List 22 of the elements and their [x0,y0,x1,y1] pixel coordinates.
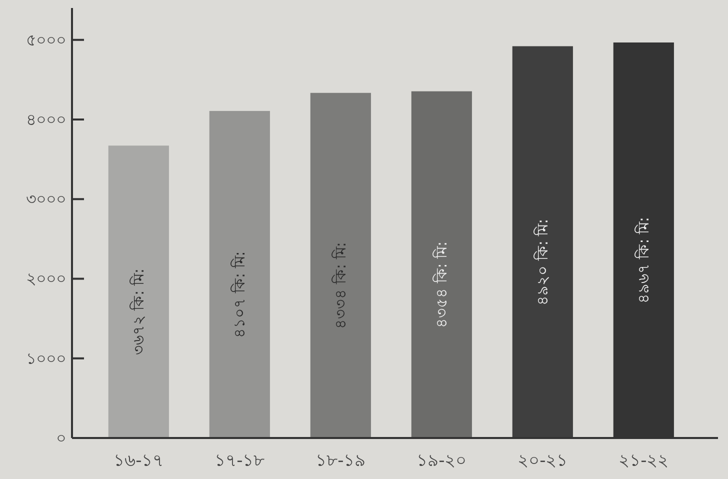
data-label: ৪৩৫৪ কি: মি: [432,241,451,328]
y-tick-label: ৪০০০ [26,110,66,129]
y-tick-label: ০ [56,428,66,448]
x-tick-label: ১৭-১৮ [214,451,265,471]
x-tick-label: ২১-২২ [618,451,669,471]
y-tick-label: ৩০০০ [26,190,66,209]
x-tick-label: ১৯-২০ [416,451,467,471]
data-label: ৪৯২০ কি: মি: [534,218,552,306]
x-tick-label: ১৮-১৯ [316,451,366,471]
bar [209,110,270,438]
y-tick-label: ১০০০ [26,348,66,368]
data-label: ৪৩৩৪ কি: মি: [332,242,350,329]
data-label: ৪৯৬৭ কি: মি: [634,216,653,304]
data-label: ৪১০৭ কি: মি: [230,251,249,338]
bar [310,92,371,438]
x-tick-label: ১৬-১৭ [114,451,164,471]
x-tick-label: ২০-২১ [518,451,568,471]
bar [108,146,169,438]
bar [411,91,472,438]
y-tick-label: ২০০০ [26,269,66,288]
data-label: ৩৬৭২ কি: মি: [130,268,148,356]
y-tick-label: ৫০০০ [26,30,66,50]
